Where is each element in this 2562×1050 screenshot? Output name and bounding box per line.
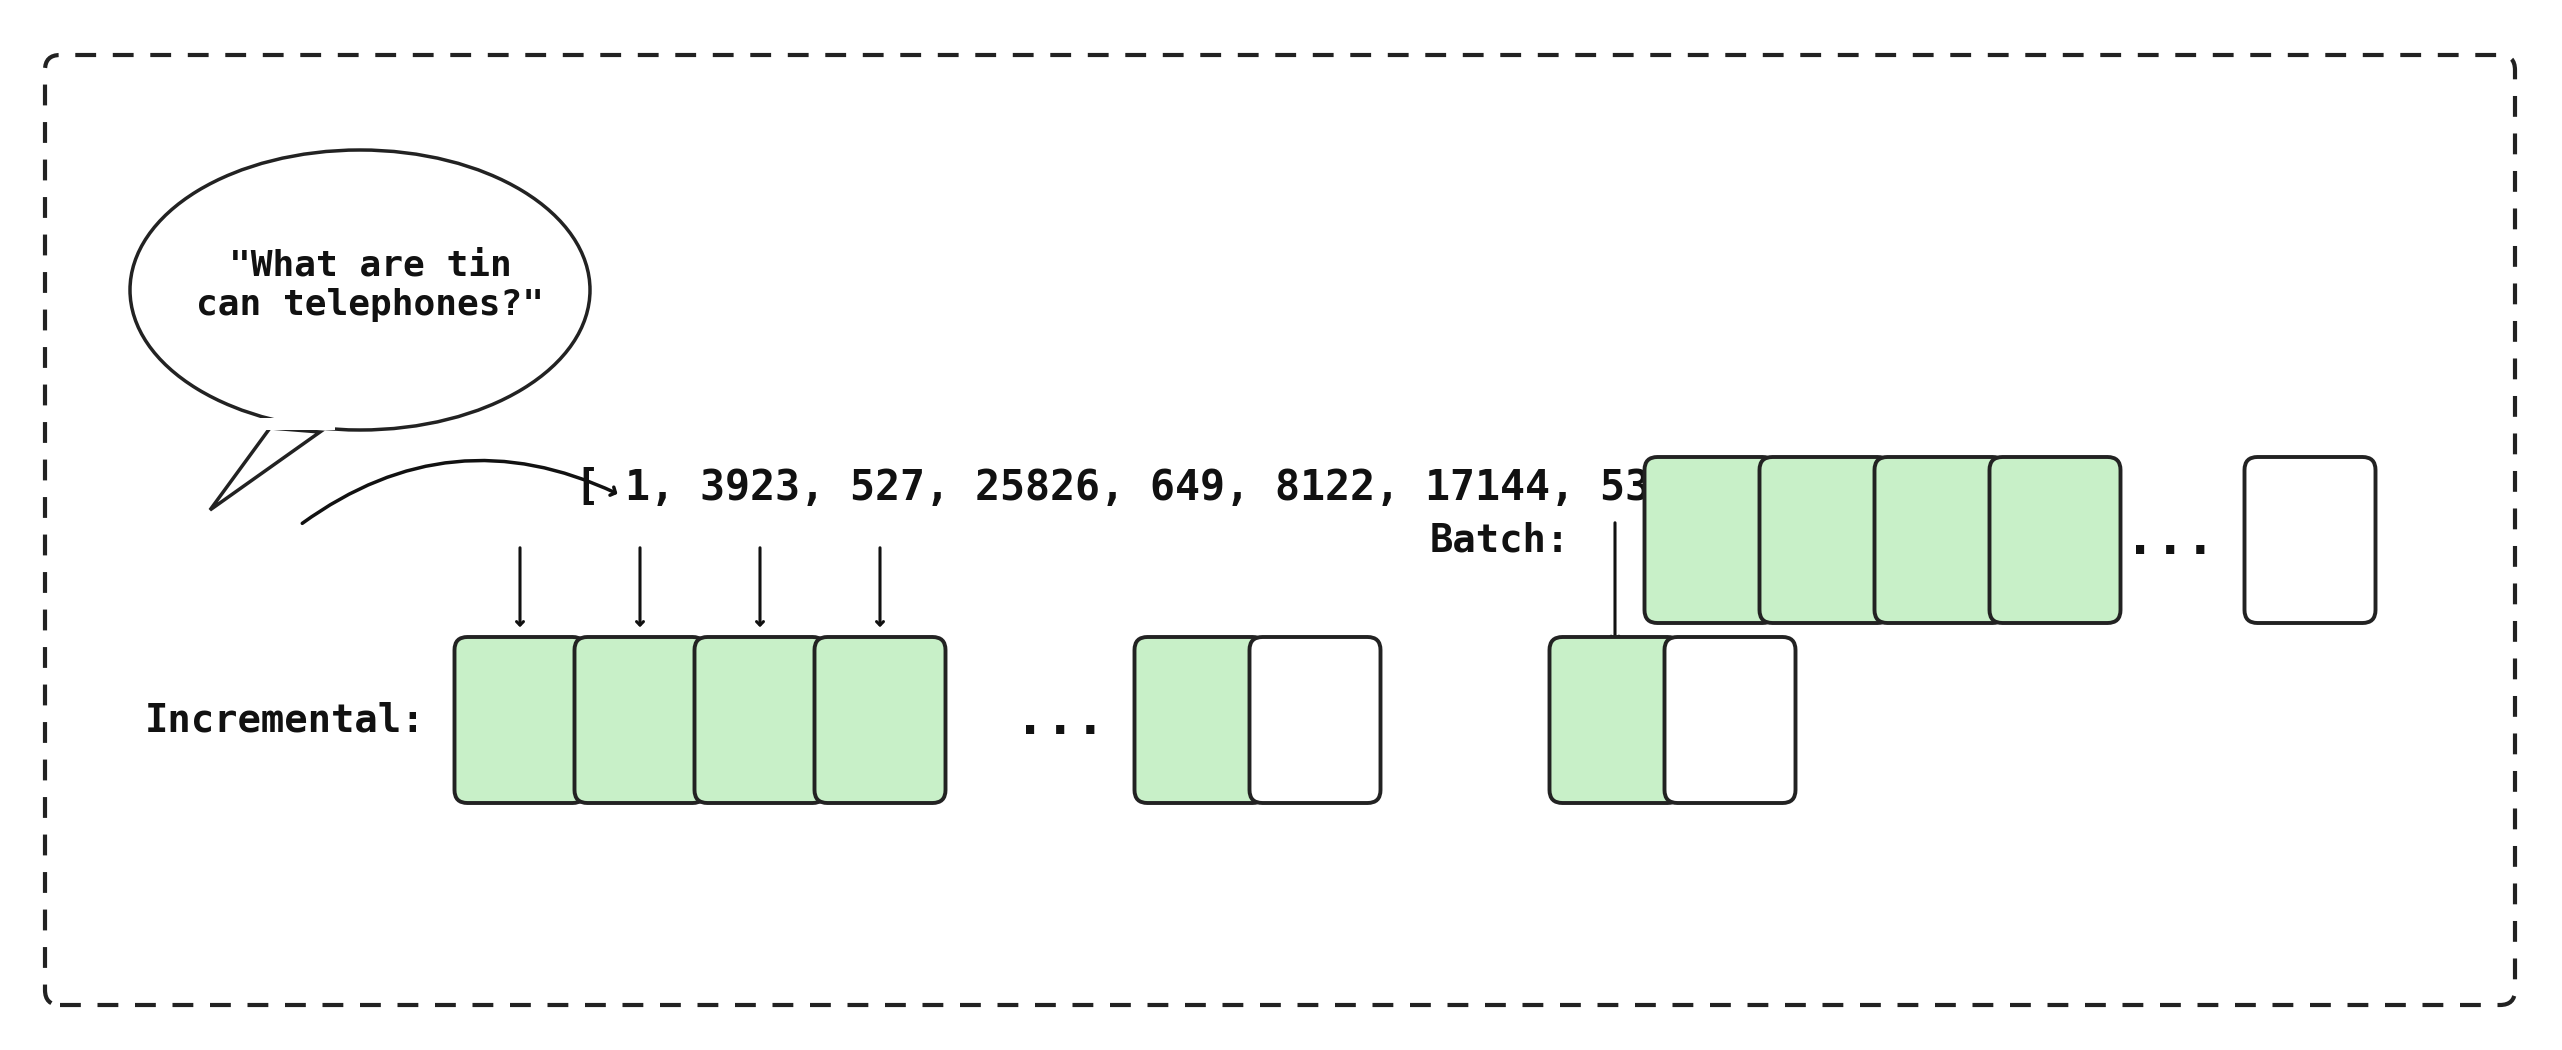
- FancyBboxPatch shape: [1991, 457, 2121, 623]
- Text: Incremental:: Incremental:: [146, 701, 425, 739]
- Text: Batch:: Batch:: [1430, 521, 1571, 559]
- Polygon shape: [256, 418, 336, 430]
- FancyBboxPatch shape: [1135, 637, 1266, 803]
- FancyBboxPatch shape: [1250, 637, 1381, 803]
- Ellipse shape: [131, 150, 589, 430]
- FancyBboxPatch shape: [453, 637, 587, 803]
- FancyBboxPatch shape: [815, 637, 945, 803]
- FancyBboxPatch shape: [1760, 457, 1891, 623]
- Polygon shape: [210, 428, 320, 510]
- Text: [ 1, 3923, 527, 25826, 649, 8122, 17144, 5380]: [ 1, 3923, 527, 25826, 649, 8122, 17144,…: [574, 467, 1724, 509]
- FancyBboxPatch shape: [1665, 637, 1796, 803]
- FancyBboxPatch shape: [1875, 457, 2006, 623]
- Text: "What are tin
can telephones?": "What are tin can telephones?": [197, 248, 543, 321]
- FancyBboxPatch shape: [46, 55, 2516, 1005]
- FancyBboxPatch shape: [2244, 457, 2375, 623]
- FancyBboxPatch shape: [574, 637, 705, 803]
- FancyBboxPatch shape: [694, 637, 825, 803]
- Text: ...: ...: [2124, 516, 2216, 564]
- FancyBboxPatch shape: [1645, 457, 1775, 623]
- FancyBboxPatch shape: [1550, 637, 1681, 803]
- Text: ...: ...: [1015, 696, 1104, 744]
